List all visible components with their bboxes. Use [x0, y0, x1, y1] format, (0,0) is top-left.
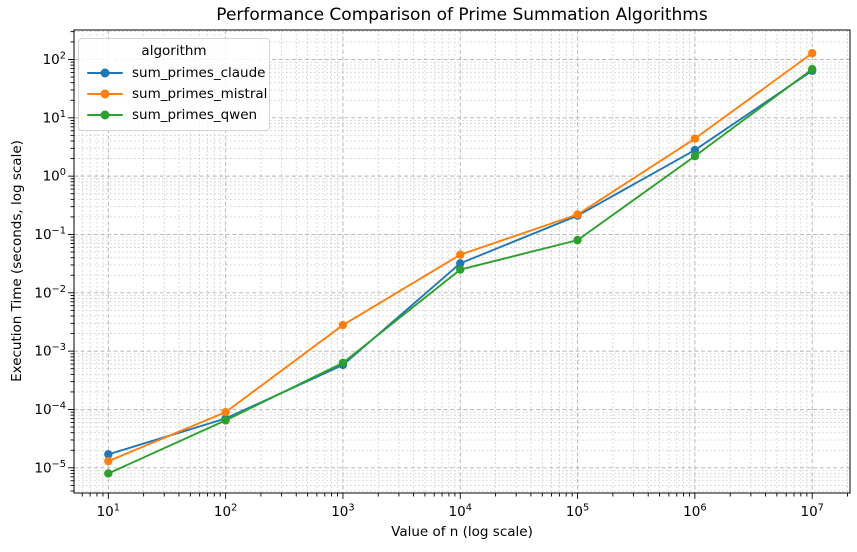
x-tick-label: 102 [214, 503, 237, 521]
legend-label: sum_primes_qwen [132, 106, 258, 123]
sum_primes_qwen-marker [573, 235, 582, 245]
sum_primes_qwen-marker [338, 358, 348, 368]
x-axis-label: Value of n (log scale) [391, 524, 533, 540]
legend: algorithm sum_primes_claude sum_primes_mi… [78, 38, 270, 131]
x-tick-label: 101 [97, 503, 120, 521]
sum_primes_qwen-marker [456, 265, 465, 274]
y-tick-label: 10−3 [34, 342, 66, 360]
sum_primes_qwen-marker [807, 65, 817, 74]
x-tick-label: 107 [800, 503, 823, 521]
sum_primes_mistral-marker [221, 407, 230, 417]
legend-title: algorithm [141, 43, 207, 59]
sum_primes_mistral-marker [690, 134, 700, 143]
y-tick-label: 10−1 [34, 225, 66, 243]
y-tick-label: 101 [43, 109, 66, 127]
x-tick-label: 103 [331, 503, 354, 521]
sum_primes_qwen-marker [690, 151, 700, 161]
legend-line-marker-icon [87, 88, 123, 99]
sum_primes_claude-marker [456, 259, 465, 268]
x-tick-label: 106 [683, 503, 706, 521]
series-sum_primes_mistral [104, 49, 817, 466]
legend-line-marker-icon [87, 109, 123, 120]
x-tick-label: 105 [566, 503, 589, 521]
sum_primes_claude-marker [690, 145, 700, 155]
chart-title: Performance Comparison of Prime Summatio… [216, 5, 708, 25]
plot-border [73, 29, 851, 494]
sum_primes_mistral-marker [338, 320, 348, 330]
x-tick-label: 104 [449, 503, 472, 521]
legend-label: sum_primes_claude [132, 64, 266, 81]
y-tick-label: 100 [43, 167, 66, 185]
series-sum_primes_qwen [104, 65, 817, 478]
legend-label: sum_primes_mistral [132, 85, 268, 102]
sum_primes_mistral-marker [807, 49, 817, 58]
sum_primes_mistral-marker [456, 250, 465, 259]
y-tick-label: 10−2 [34, 284, 66, 302]
sum_primes_mistral-marker [104, 456, 113, 466]
y-tick-label: 10−4 [34, 400, 66, 418]
y-tick-label: 102 [43, 50, 66, 68]
tick-labels: 101 102 103 104 105 106 107 10−5 10−4 10−3 10−2 10−… [34, 50, 824, 520]
legend-item-sum_primes_qwen: sum_primes_qwen [85, 104, 263, 125]
sum_primes_mistral-marker [573, 210, 582, 219]
legend-items: sum_primes_claude sum_primes_mistral sum_p… [85, 62, 267, 125]
sum_primes_claude-marker [104, 450, 113, 459]
sum_primes_qwen-marker [221, 416, 230, 425]
legend-item-sum_primes_claude: sum_primes_claude [85, 62, 266, 83]
legend-item-sum_primes_mistral: sum_primes_mistral [85, 83, 267, 104]
legend-line-marker-icon [87, 67, 123, 78]
axis-ticks [68, 31, 848, 499]
y-tick-label: 10−5 [34, 459, 66, 477]
sum_primes_qwen-marker [104, 469, 113, 478]
y-axis-label: Execution Time (seconds, log scale) [9, 140, 25, 382]
